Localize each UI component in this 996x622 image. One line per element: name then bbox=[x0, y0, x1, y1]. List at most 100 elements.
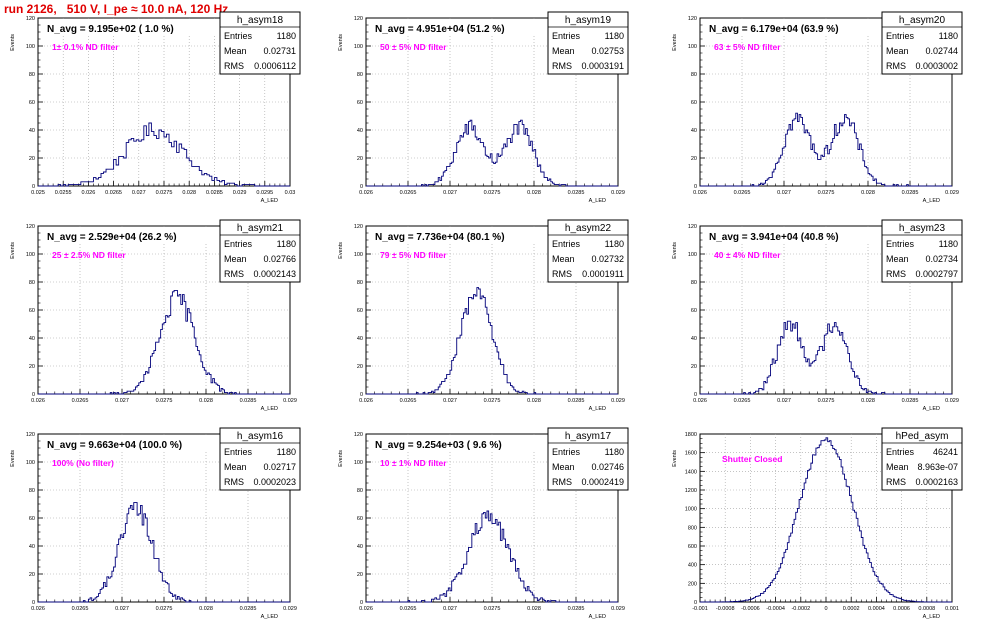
y-tick-label: 60 bbox=[29, 100, 35, 106]
stats-value-rms: 0.0002023 bbox=[253, 477, 296, 487]
x-tick-label: 0.0265 bbox=[734, 398, 751, 404]
x-tick-label: 0.0004 bbox=[868, 606, 885, 612]
y-tick-label: 20 bbox=[357, 572, 363, 578]
title-box bbox=[705, 21, 877, 36]
title-box bbox=[43, 437, 215, 452]
y-axis-label: Events bbox=[10, 34, 16, 51]
y-tick-label: 40 bbox=[357, 336, 363, 342]
histogram-panel-h_asym21: 0.026 0.0265 0.027 0.0275 0.028 0.0285 0.029 0 2… bbox=[10, 219, 301, 412]
x-axis-label: A_LED bbox=[923, 198, 940, 204]
histogram-line bbox=[700, 112, 952, 187]
y-tick-label: 120 bbox=[354, 16, 363, 22]
y-tick-label: 60 bbox=[691, 308, 697, 314]
panel-annotation: 50 ± 5% ND filter bbox=[380, 42, 447, 52]
x-tick-label: 0.0275 bbox=[484, 606, 501, 612]
x-tick-label: 0.027 bbox=[115, 398, 129, 404]
stats-value-rms: 0.0003002 bbox=[915, 61, 958, 71]
stats-value-mean: 0.02746 bbox=[591, 462, 624, 472]
histogram-panel-h_asym19: 0.026 0.0265 0.027 0.0275 0.028 0.0285 0.029 0 2… bbox=[338, 11, 629, 204]
y-tick-label: 100 bbox=[688, 252, 697, 258]
stats-value-entries: 1180 bbox=[939, 239, 958, 249]
y-tick-label: 120 bbox=[354, 432, 363, 438]
x-tick-label: 0.0265 bbox=[734, 190, 751, 196]
x-axis-label: A_LED bbox=[261, 198, 278, 204]
x-tick-label: 0.027 bbox=[115, 606, 129, 612]
x-tick-label: 0.0285 bbox=[240, 398, 257, 404]
stats-label-rms: RMS bbox=[552, 61, 572, 71]
y-tick-label: 40 bbox=[29, 544, 35, 550]
stats-value-entries: 1180 bbox=[605, 239, 624, 249]
x-tick-label: 0.0275 bbox=[156, 606, 173, 612]
x-tick-label: 0.027 bbox=[777, 398, 791, 404]
y-tick-label: 20 bbox=[29, 156, 35, 162]
histogram-line bbox=[700, 437, 952, 603]
x-tick-label: 0.026 bbox=[359, 398, 373, 404]
y-tick-label: 1800 bbox=[685, 432, 697, 438]
y-axis-label: Events bbox=[10, 242, 16, 259]
y-tick-label: 20 bbox=[691, 156, 697, 162]
stats-label-mean: Mean bbox=[552, 254, 575, 264]
stats-label-mean: Mean bbox=[552, 462, 575, 472]
y-axis-label: Events bbox=[672, 450, 678, 467]
stats-label-entries: Entries bbox=[552, 31, 581, 41]
histogram-name: h_asym20 bbox=[899, 15, 946, 26]
y-tick-label: 60 bbox=[29, 308, 35, 314]
stats-box bbox=[219, 11, 301, 75]
title-box bbox=[43, 21, 215, 36]
y-tick-label: 1000 bbox=[685, 507, 697, 513]
stats-label-entries: Entries bbox=[552, 239, 581, 249]
stats-label-rms: RMS bbox=[224, 269, 244, 279]
y-tick-label: 80 bbox=[29, 280, 35, 286]
x-tick-label: 0.0265 bbox=[72, 398, 89, 404]
x-tick-label: -0.0008 bbox=[716, 606, 735, 612]
stats-box bbox=[547, 427, 629, 491]
y-tick-label: 80 bbox=[357, 488, 363, 494]
x-tick-label: 0.026 bbox=[359, 606, 373, 612]
histogram-panel-h_asym17: 0.026 0.0265 0.027 0.0275 0.028 0.0285 0.029 0 2… bbox=[338, 427, 629, 620]
panel-annotation: 25 ± 2.5% ND filter bbox=[52, 250, 126, 260]
stats-box bbox=[219, 219, 301, 283]
title-box bbox=[371, 21, 543, 36]
stats-value-rms: 0.0001911 bbox=[582, 269, 624, 279]
x-tick-label: 0.029 bbox=[283, 398, 297, 404]
y-axis-label: Events bbox=[338, 450, 344, 467]
y-tick-label: 600 bbox=[688, 544, 697, 550]
stats-value-mean: 8.963e-07 bbox=[917, 462, 958, 472]
x-tick-label: 0.0265 bbox=[400, 190, 417, 196]
histogram-name: h_asym22 bbox=[565, 223, 612, 234]
y-tick-label: 60 bbox=[357, 516, 363, 522]
x-axis-label: A_LED bbox=[923, 614, 940, 620]
y-tick-label: 0 bbox=[360, 600, 363, 606]
y-tick-label: 120 bbox=[26, 224, 35, 230]
y-tick-label: 120 bbox=[26, 432, 35, 438]
panel-title: N_avg = 7.736e+04 (80.1 %) bbox=[375, 232, 505, 243]
stats-label-entries: Entries bbox=[552, 447, 581, 457]
x-tick-label: 0.0285 bbox=[568, 398, 585, 404]
y-tick-label: 100 bbox=[26, 252, 35, 258]
x-axis-label: A_LED bbox=[589, 614, 606, 620]
x-axis-label: A_LED bbox=[589, 198, 606, 204]
x-axis-label: A_LED bbox=[923, 406, 940, 412]
x-tick-label: 0.0265 bbox=[400, 398, 417, 404]
panel-title: N_avg = 3.941e+04 (40.8 %) bbox=[709, 232, 839, 243]
y-axis-label: Events bbox=[672, 34, 678, 51]
y-tick-label: 0 bbox=[32, 184, 35, 190]
panel-title: N_avg = 9.663e+04 (100.0 %) bbox=[47, 440, 182, 451]
y-tick-label: 60 bbox=[357, 308, 363, 314]
stats-label-mean: Mean bbox=[886, 462, 909, 472]
y-tick-label: 100 bbox=[354, 460, 363, 466]
x-tick-label: 0.028 bbox=[199, 398, 213, 404]
panel-annotation: Shutter Closed bbox=[722, 454, 782, 464]
x-axis-label: A_LED bbox=[261, 406, 278, 412]
stats-label-rms: RMS bbox=[552, 269, 572, 279]
y-tick-label: 0 bbox=[32, 392, 35, 398]
stats-label-rms: RMS bbox=[886, 61, 906, 71]
y-tick-label: 120 bbox=[26, 16, 35, 22]
histogram-line bbox=[366, 287, 618, 395]
stats-label-entries: Entries bbox=[886, 239, 915, 249]
histogram-line bbox=[38, 502, 290, 603]
histogram-panel-hPed_asym: -0.001 -0.0008 -0.0006 -0.0004 -0.0002 0 0.000… bbox=[672, 427, 963, 620]
stats-label-mean: Mean bbox=[552, 46, 575, 56]
histogram-name: h_asym23 bbox=[899, 223, 946, 234]
histogram-line bbox=[366, 119, 618, 187]
